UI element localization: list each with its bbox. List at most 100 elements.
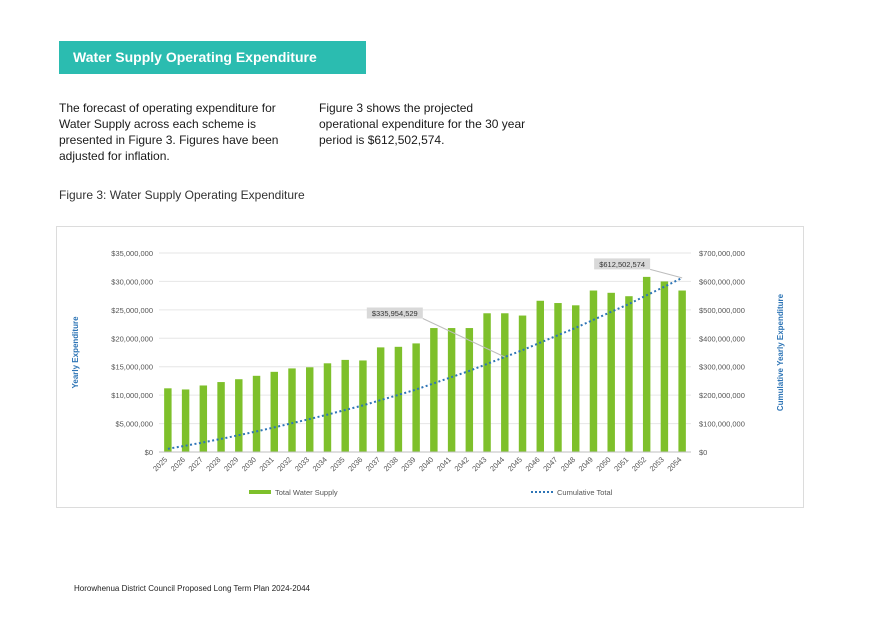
x-tick-label: 2043 <box>470 455 488 473</box>
y-tick-label: $0 <box>145 448 153 457</box>
x-tick-label: 2028 <box>204 455 222 473</box>
line-layer <box>167 277 683 450</box>
x-tick-label: 2034 <box>311 455 329 473</box>
bar <box>447 328 456 452</box>
bar <box>483 313 491 452</box>
x-tick-label: 2037 <box>364 455 382 473</box>
bar <box>181 389 190 452</box>
y-right-tick-label: $500,000,000 <box>699 306 745 315</box>
bar <box>164 388 172 452</box>
y-axis-title: Yearly Expenditure <box>71 316 80 389</box>
y-tick-label: $35,000,000 <box>111 249 153 258</box>
callout-label: $612,502,574 <box>599 260 645 269</box>
axis-layer: $0 $5,000,000 $10,000,000 $15,000,000 $20,00… <box>71 249 785 473</box>
bar <box>536 300 544 452</box>
bar <box>642 276 651 452</box>
y-right-tick-label: $100,000,000 <box>699 420 745 429</box>
bar <box>199 385 208 452</box>
legend-label: Cumulative Total <box>557 488 613 497</box>
x-tick-label: 2044 <box>488 455 506 473</box>
y-tick-label: $20,000,000 <box>111 334 153 343</box>
x-tick-label: 2035 <box>328 455 346 473</box>
y-right-tick-label: $400,000,000 <box>699 334 745 343</box>
bar <box>607 292 615 452</box>
y-right-tick-label: $0 <box>699 448 707 457</box>
bar <box>288 368 296 452</box>
cumulative-line <box>167 277 683 450</box>
bar <box>554 303 562 452</box>
chart-container: $335,954,529 $612,502,574 $0 $5,000,000 $10… <box>56 226 804 508</box>
x-tick-label: 2046 <box>524 455 542 473</box>
bar <box>625 296 633 452</box>
x-tick-label: 2054 <box>665 455 683 473</box>
x-tick-label: 2048 <box>559 455 577 473</box>
x-tick-label: 2030 <box>240 455 258 473</box>
y-right-tick-label: $600,000,000 <box>699 277 745 286</box>
bar <box>430 328 438 452</box>
y-right-tick-label: $300,000,000 <box>699 363 745 372</box>
y-tick-label: $25,000,000 <box>111 306 153 315</box>
bar <box>518 315 527 452</box>
bar <box>306 367 314 452</box>
callout-leader <box>422 318 506 358</box>
callout-box <box>594 258 651 270</box>
x-tick-label: 2050 <box>594 455 612 473</box>
bar <box>572 305 580 452</box>
y-tick-label: $5,000,000 <box>115 420 153 429</box>
grid-layer <box>159 252 691 453</box>
y-right-tick-label: $700,000,000 <box>699 249 745 258</box>
intro-right-paragraph: Figure 3 shows the projected operational… <box>319 101 526 147</box>
x-tick-label: 2045 <box>506 455 524 473</box>
y-tick-label: $30,000,000 <box>111 277 153 286</box>
x-tick-label: 2036 <box>346 455 364 473</box>
x-tick-label: 2031 <box>258 455 276 473</box>
bar <box>589 290 598 452</box>
legend-label: Total Water Supply <box>275 488 338 497</box>
x-tick-label: 2040 <box>417 455 435 473</box>
callout-box <box>366 307 423 319</box>
x-tick-label: 2025 <box>151 455 169 473</box>
x-tick-label: 2032 <box>275 455 293 473</box>
section-title: Water Supply Operating Expenditure <box>59 41 366 74</box>
x-tick-label: 2026 <box>169 455 187 473</box>
x-tick-label: 2052 <box>630 455 648 473</box>
x-tick-label: 2029 <box>222 455 240 473</box>
bar <box>252 375 261 452</box>
y-right-axis-title: Cumulative Yearly Expenditure <box>776 293 785 411</box>
annotations-layer: $335,954,529 $612,502,574 <box>366 258 683 358</box>
callout-label: $335,954,529 <box>372 309 418 318</box>
x-tick-label: 2042 <box>453 455 471 473</box>
x-tick-label: 2053 <box>648 455 666 473</box>
bar <box>660 281 669 452</box>
bar <box>412 343 420 452</box>
x-tick-label: 2051 <box>612 455 630 473</box>
x-tick-label: 2038 <box>382 455 400 473</box>
callout-leader <box>650 268 683 279</box>
bar <box>323 363 332 452</box>
y-tick-label: $15,000,000 <box>111 363 153 372</box>
bar <box>270 371 278 452</box>
x-tick-label: 2047 <box>541 455 559 473</box>
intro-left-paragraph: The forecast of operating expenditure fo… <box>59 101 279 163</box>
y-tick-label: $10,000,000 <box>111 391 153 400</box>
bar <box>678 290 686 452</box>
bar <box>235 379 243 452</box>
x-tick-label: 2027 <box>187 455 205 473</box>
bar <box>376 347 385 452</box>
bars-layer <box>164 276 686 452</box>
legend-swatch-bar <box>249 490 271 494</box>
y-right-tick-label: $200,000,000 <box>699 391 745 400</box>
bar <box>465 328 474 452</box>
x-tick-label: 2039 <box>399 455 417 473</box>
figure-caption: Figure 3: Water Supply Operating Expendi… <box>59 188 305 202</box>
legend-layer: Total Water Supply Cumulative Total <box>249 488 613 497</box>
bar <box>501 313 509 452</box>
x-tick-label: 2049 <box>577 455 595 473</box>
bar <box>341 359 349 452</box>
page-footer: Horowhenua District Council Proposed Lon… <box>74 584 310 593</box>
x-tick-label: 2041 <box>435 455 453 473</box>
expenditure-chart: $335,954,529 $612,502,574 $0 $5,000,000 $10… <box>71 249 785 497</box>
bar <box>217 382 225 452</box>
x-tick-label: 2033 <box>293 455 311 473</box>
bar <box>394 346 403 452</box>
